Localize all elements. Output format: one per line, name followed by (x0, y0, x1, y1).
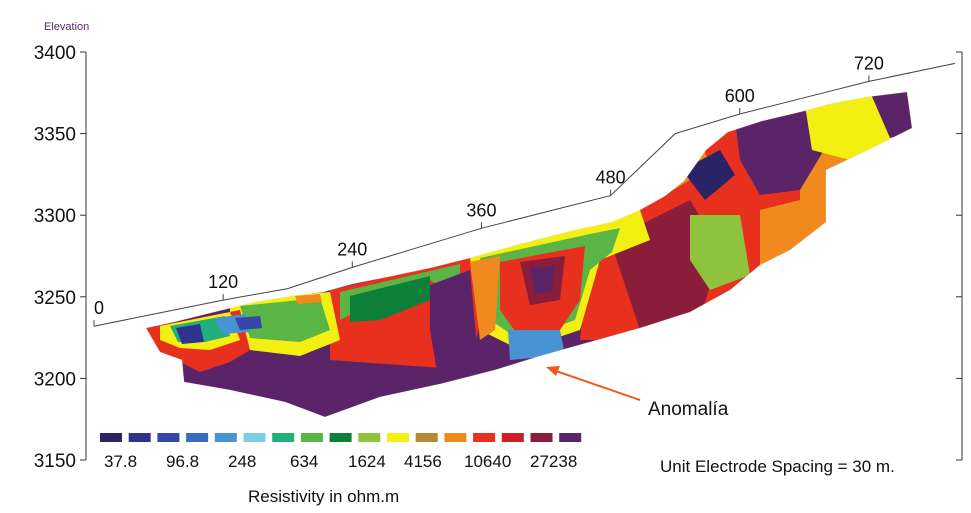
legend-swatch (415, 433, 438, 442)
y-axis-ticks: 3400 3350 3300 3250 3200 3150 (34, 43, 962, 472)
legend-swatch (100, 433, 122, 442)
legend-swatch (329, 433, 352, 442)
legend-label: 10640 (464, 452, 511, 471)
surface-distance-label: 480 (596, 168, 626, 188)
legend-label: 4156 (404, 452, 442, 471)
y-tick-label: 3200 (34, 369, 76, 390)
legend-swatch (243, 433, 266, 442)
y-axis-title: Elevation (44, 21, 89, 33)
legend-label: 96.8 (166, 452, 199, 471)
legend-swatch (157, 433, 180, 442)
y-tick-label: 3250 (34, 288, 76, 309)
surface-distance-labels: 0 120 240 360 480 600 720 (93, 53, 884, 327)
anomaly-label: Anomalía (648, 399, 729, 420)
legend-label: 27238 (530, 452, 577, 471)
surface-distance-label: 240 (337, 239, 367, 259)
legend-label: 1624 (348, 452, 386, 471)
surface-distance-label: 720 (854, 53, 884, 73)
resistivity-section (146, 92, 912, 417)
legend-swatch (300, 433, 323, 442)
surface-distance-label: 360 (466, 200, 496, 220)
legend-swatch (128, 433, 151, 442)
legend-swatch (444, 433, 467, 442)
legend-swatch (501, 433, 524, 442)
y-tick-label: 3300 (34, 206, 76, 227)
legend-swatch (214, 433, 237, 442)
legend-labels: 37.8 96.8 248 634 1624 4156 10640 27238 (104, 452, 577, 471)
surface-distance-label: 600 (725, 86, 755, 106)
legend-title: Resistivity in ohm.m (248, 487, 399, 506)
legend-swatch (387, 433, 409, 442)
anomaly-arrow-head (546, 366, 560, 376)
legend-swatches (100, 433, 582, 442)
legend-swatch (186, 433, 209, 442)
legend-swatch (272, 433, 295, 442)
legend-swatch (358, 433, 381, 442)
legend-label: 248 (228, 452, 256, 471)
legend-swatch (559, 433, 582, 442)
surface-distance-label: 0 (94, 298, 104, 318)
y-tick-label: 3150 (34, 451, 76, 472)
legend-label: 634 (290, 452, 318, 471)
y-tick-label: 3350 (34, 125, 76, 146)
section-outline (145, 91, 913, 418)
legend-swatch (473, 433, 496, 442)
legend-swatch (530, 433, 553, 442)
electrode-spacing-note: Unit Electrode Spacing = 30 m. (660, 457, 895, 476)
y-tick-label: 3400 (34, 43, 76, 64)
legend-label: 37.8 (104, 452, 137, 471)
terrain-profile-line (93, 62, 956, 327)
surface-distance-label: 120 (208, 272, 238, 292)
anomaly-arrow (552, 369, 641, 401)
